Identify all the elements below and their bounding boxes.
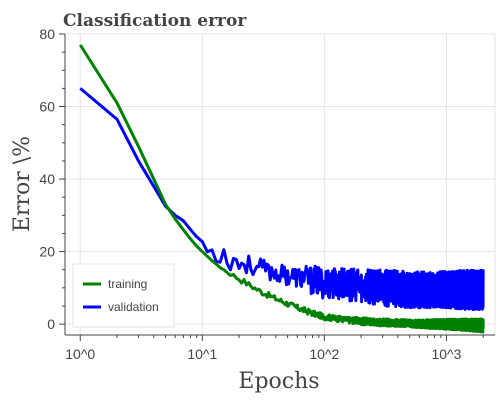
y-tick-label: 60 [39, 99, 55, 115]
y-tick-label: 80 [39, 26, 55, 42]
legend-box [72, 263, 175, 328]
x-tick-label: 10^2 [309, 346, 339, 362]
axes [64, 34, 495, 336]
x-tick-label: 10^0 [65, 346, 95, 362]
legend-label-validation: validation [108, 300, 159, 314]
series-line-validation [79, 87, 485, 312]
y-axis-label: Error \% [10, 136, 35, 232]
y-tick-label: 0 [47, 316, 55, 332]
ticks: 0 20 40 60 80 10^0 10^1 10^2 10^3 [39, 26, 484, 362]
y-tick-label: 20 [39, 244, 55, 260]
y-tick-label: 40 [39, 171, 55, 187]
x-axis-label: Epochs [238, 369, 319, 394]
series-lines [78, 44, 485, 334]
legend-label-training: training [108, 277, 147, 291]
x-tick-label: 10^1 [187, 346, 217, 362]
legend: training validation [72, 263, 175, 328]
chart-title: Classification error [63, 11, 247, 31]
series-line-training [78, 44, 485, 334]
x-tick-label: 10^3 [431, 346, 461, 362]
